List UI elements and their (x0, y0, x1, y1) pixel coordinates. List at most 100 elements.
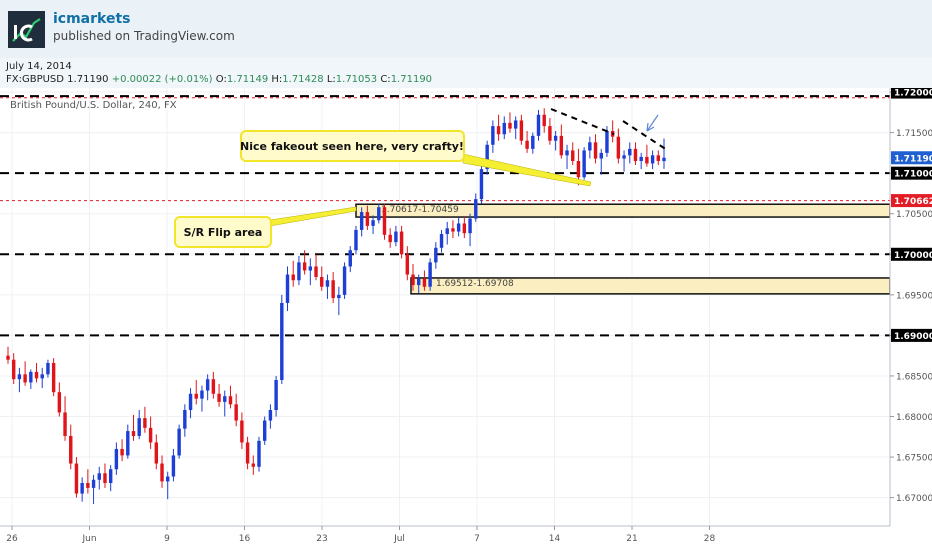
candle-body (188, 393, 193, 411)
icmarkets-logo[interactable] (8, 11, 45, 48)
candle-body (120, 448, 124, 456)
candle-body (616, 136, 621, 159)
candle-body (371, 220, 375, 226)
candle-body (103, 473, 107, 484)
x-tick-label: Jul (393, 534, 405, 544)
candle-body (114, 448, 119, 470)
x-tick-label: 23 (316, 534, 327, 544)
y-axis-panel (890, 88, 932, 550)
x-tick-label: 28 (704, 534, 716, 544)
price-label: 1.69000 (894, 332, 932, 342)
candle-body (434, 247, 438, 263)
candle-body (571, 150, 575, 161)
candle-body (211, 379, 216, 394)
header: icmarkets published on TradingView.com (0, 0, 932, 58)
candle-body (445, 228, 449, 234)
zone-label-1: 1.70617-1.70459 (381, 205, 459, 215)
candle-body (662, 157, 666, 162)
arrow-icon (646, 114, 659, 132)
y-tick-label: 1.68500 (896, 372, 932, 382)
candle-body (285, 274, 290, 303)
candle-body (205, 379, 210, 391)
x-tick-label: 14 (549, 534, 561, 544)
candle-body (166, 476, 170, 482)
candle-body (154, 442, 159, 464)
candle-body (576, 161, 581, 178)
callout-box-fakeout (240, 130, 465, 162)
candle-body (513, 120, 518, 129)
price-label-box (891, 151, 932, 165)
candle-body (565, 150, 569, 156)
candle-body (428, 262, 432, 287)
candle-body (177, 428, 181, 456)
annotation-sr-flip: S/R Flip area (184, 226, 263, 239)
candle-body (337, 294, 341, 299)
zone-label-2: 1.69512-1.69708 (436, 279, 514, 289)
candle-body (183, 410, 187, 429)
candle-body (257, 440, 261, 467)
candle-body (57, 392, 62, 413)
price-label: 1.70662 (894, 197, 932, 207)
candle-body (291, 274, 295, 281)
candle-body (519, 120, 524, 141)
symbol: FX:GBPUSD (6, 74, 64, 85)
candle-body (51, 362, 56, 393)
close-value: 1.71190 (390, 74, 433, 85)
candle-body (536, 114, 541, 136)
price-label: 1.71000 (894, 170, 932, 180)
candle-body (417, 278, 421, 286)
candle-body (365, 212, 370, 226)
candle-body (63, 412, 67, 436)
price-label: 1.71190 (894, 154, 932, 164)
price-chart[interactable]: 1.70617-1.70459 1.69512-1.69708 Nice fake… (0, 88, 932, 550)
candle-body (479, 169, 484, 200)
published-note: published on TradingView.com (53, 29, 235, 43)
last-price: 1.71190 (67, 74, 109, 85)
x-tick-label: Jun (81, 534, 96, 544)
candle-body (194, 393, 198, 399)
candle-body (11, 359, 16, 380)
candle-body (325, 280, 330, 287)
candle-body (399, 231, 404, 255)
candle-body (491, 126, 495, 145)
candle-body (137, 418, 141, 436)
x-tick-label: 9 (164, 534, 170, 544)
candle-body (97, 473, 101, 480)
y-tick-label: 1.70500 (896, 210, 932, 220)
candle-body (462, 223, 467, 234)
candle-body (451, 228, 455, 232)
candle-body (314, 266, 318, 277)
y-tick-label: 1.67000 (896, 494, 932, 504)
price-label-box (891, 88, 932, 99)
low-value: 1.71053 (335, 74, 378, 85)
candle-body (228, 396, 233, 405)
candle-body (605, 130, 609, 153)
candle-body (639, 156, 643, 161)
candle-body (74, 463, 79, 494)
candle-body (17, 374, 22, 380)
candle-body (69, 435, 73, 464)
candle-body (502, 122, 506, 135)
candles (6, 108, 666, 505)
candle-body (320, 276, 324, 287)
candle-body (245, 442, 250, 464)
candle-body (108, 469, 113, 484)
trendline-upper-2 (622, 120, 668, 151)
candle-body (548, 126, 552, 141)
x-axis-panel (0, 526, 932, 550)
candle-body (531, 135, 535, 149)
candle-body (171, 455, 176, 477)
candle-body (223, 396, 227, 402)
chart-title: British Pound/U.S. Dollar, 240, FX (10, 100, 177, 111)
high-value: 1.71428 (282, 74, 324, 85)
drawings: Nice fakeout seen here, very crafty! S/R… (174, 108, 668, 248)
author-name[interactable]: icmarkets (53, 11, 131, 27)
annotation-fakeout: Nice fakeout seen here, very crafty! (240, 140, 464, 153)
candle-body (394, 231, 398, 243)
price-label-box (891, 194, 932, 208)
candle-body (262, 420, 267, 441)
candle-body (268, 410, 273, 421)
candle-body (382, 207, 387, 235)
y-axis: 1.72000 1.71500 1.71000 1.70500 1.70000 1.695… (889, 88, 932, 550)
candle-body (474, 199, 478, 219)
